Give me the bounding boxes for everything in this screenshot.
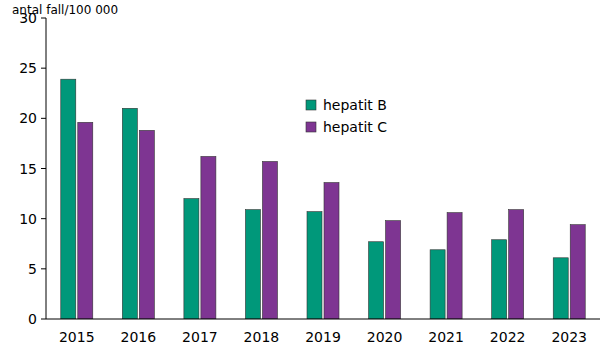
bar [447, 213, 462, 319]
y-tick [41, 268, 46, 269]
x-tick-label: 2021 [428, 329, 464, 345]
x-tick-label: 2022 [490, 329, 526, 345]
y-tick [41, 68, 46, 69]
x-tick-label: 2016 [121, 329, 157, 345]
bar [492, 240, 507, 319]
legend-swatch [306, 100, 316, 110]
legend-label: hepatit B [323, 97, 387, 113]
y-tick-label: 20 [19, 110, 37, 126]
chart: antal fall/100 0000510152025302015201620… [0, 0, 612, 354]
bar [262, 161, 277, 319]
bar [307, 212, 322, 319]
legend-label: hepatit C [323, 119, 387, 135]
y-tick-label: 15 [19, 161, 37, 177]
bar [184, 199, 199, 319]
y-tick [41, 118, 46, 119]
bar [430, 250, 445, 319]
bar [553, 258, 568, 319]
bar [139, 130, 154, 319]
x-tick-label: 2019 [305, 329, 341, 345]
y-tick [41, 319, 46, 320]
y-tick [41, 168, 46, 169]
bar [61, 79, 76, 319]
y-axis [46, 18, 47, 319]
legend-swatch [306, 122, 316, 132]
x-tick-label: 2023 [551, 329, 587, 345]
y-tick-label: 10 [19, 211, 37, 227]
x-tick-label: 2017 [182, 329, 218, 345]
y-tick-label: 25 [19, 60, 37, 76]
x-axis [46, 319, 600, 320]
bar [324, 183, 339, 319]
bar [369, 242, 384, 319]
bar [201, 156, 216, 319]
y-tick-label: 0 [28, 311, 37, 327]
bar [78, 122, 93, 319]
x-tick-label: 2020 [367, 329, 403, 345]
bar [570, 225, 585, 319]
bars [61, 79, 585, 319]
y-tick-label: 30 [19, 10, 37, 26]
bar [245, 210, 260, 319]
x-tick-label: 2015 [59, 329, 95, 345]
bar [122, 108, 137, 319]
y-tick [41, 218, 46, 219]
y-tick [41, 18, 46, 19]
bar [509, 210, 524, 319]
x-tick-label: 2018 [244, 329, 280, 345]
y-tick-label: 5 [28, 261, 37, 277]
bar [386, 221, 401, 319]
